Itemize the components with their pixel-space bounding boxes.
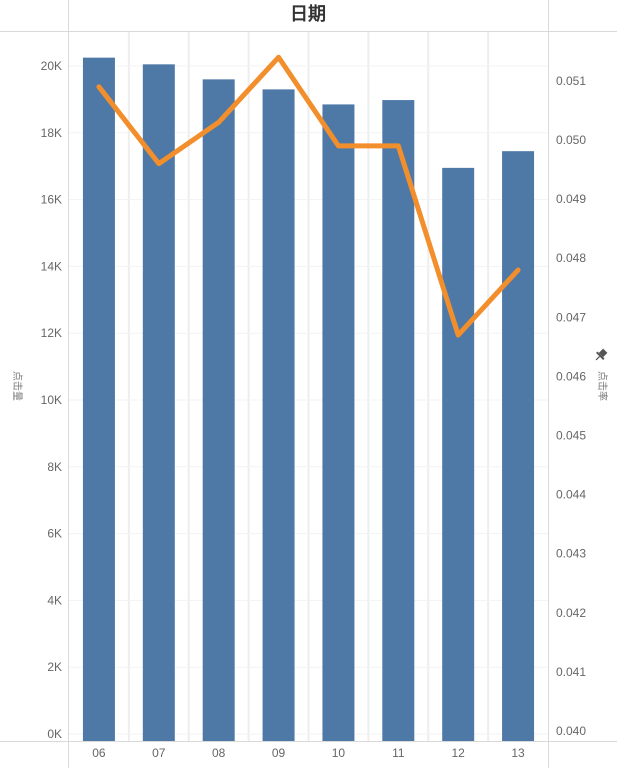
y-axis-left-ticks: 0K 2K 4K 6K 8K 10K 12K 14K 16K 18K 20K xyxy=(41,59,62,741)
y-tick-label: 4K xyxy=(47,593,62,607)
y2-tick-label: 0.041 xyxy=(556,665,586,679)
y-tick-label: 14K xyxy=(41,259,62,273)
x-tick-label: 11 xyxy=(392,746,405,760)
y2-tick-label: 0.048 xyxy=(556,251,586,265)
y-tick-label: 12K xyxy=(41,326,62,340)
rate-line-series xyxy=(96,54,521,338)
bar-09[interactable] xyxy=(262,89,295,741)
y-tick-label: 10K xyxy=(41,393,62,407)
y-axis-right-title: 点击率 xyxy=(596,371,609,401)
bar-11[interactable] xyxy=(382,100,415,742)
bar-06[interactable] xyxy=(82,57,115,741)
y-axis-left-title: 点击量 xyxy=(11,371,23,401)
bar-13[interactable] xyxy=(502,151,535,742)
y-tick-label: 2K xyxy=(47,660,62,674)
y2-tick-label: 0.046 xyxy=(556,369,586,383)
y-tick-label: 6K xyxy=(47,527,62,541)
bar-12[interactable] xyxy=(442,167,475,741)
x-tick-label: 12 xyxy=(452,746,466,760)
x-tick-label: 08 xyxy=(212,746,226,760)
x-tick-label: 07 xyxy=(152,746,166,760)
bars xyxy=(82,57,535,742)
y2-tick-label: 0.043 xyxy=(556,547,586,561)
y2-tick-label: 0.045 xyxy=(556,429,586,443)
y2-tick-label: 0.049 xyxy=(556,192,586,206)
y2-tick-label: 0.040 xyxy=(556,724,586,738)
rate-line[interactable] xyxy=(96,54,521,338)
y2-tick-label: 0.042 xyxy=(556,606,586,620)
bar-07[interactable] xyxy=(142,64,175,741)
x-axis-ticks: 06 07 08 09 10 11 12 13 xyxy=(92,746,525,760)
x-tick-label: 06 xyxy=(92,746,106,760)
y2-tick-label: 0.051 xyxy=(556,74,586,88)
y-tick-label: 20K xyxy=(41,59,62,73)
y2-tick-label: 0.044 xyxy=(556,488,586,502)
x-tick-label: 09 xyxy=(272,746,286,760)
bar-08[interactable] xyxy=(202,79,235,742)
y-tick-label: 16K xyxy=(41,193,62,207)
y-tick-label: 0K xyxy=(47,727,62,741)
y2-tick-label: 0.047 xyxy=(556,310,586,324)
y-tick-label: 18K xyxy=(41,126,62,140)
x-tick-label: 13 xyxy=(511,746,525,760)
y-tick-label: 8K xyxy=(47,460,62,474)
y-axis-right-ticks: 0.040 0.041 0.042 0.043 0.044 0.045 0.046 0.047… xyxy=(556,74,586,738)
chart-title: 日期 xyxy=(290,4,326,25)
x-tick-label: 10 xyxy=(332,746,346,760)
y2-tick-label: 0.050 xyxy=(556,133,586,147)
bar-10[interactable] xyxy=(322,104,355,741)
